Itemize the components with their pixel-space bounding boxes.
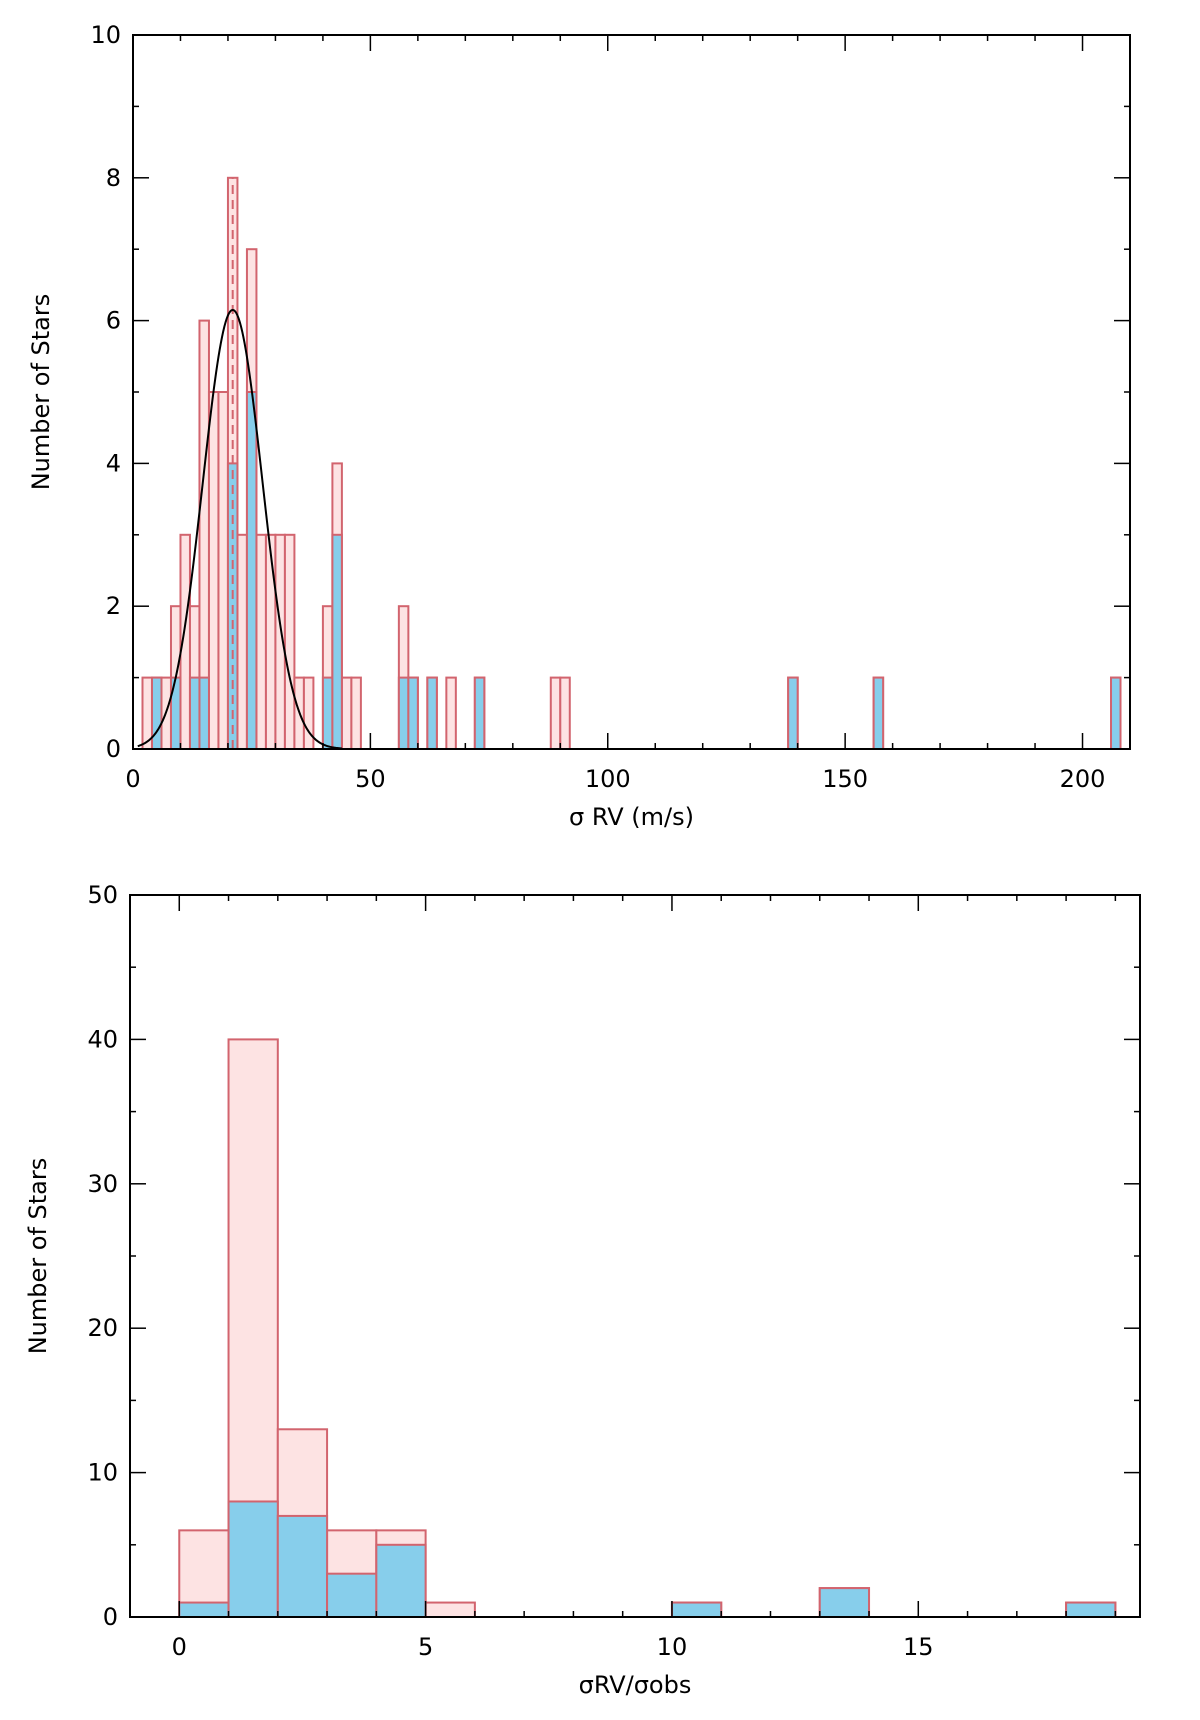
top-bar	[331, 533, 343, 750]
top-bar	[245, 391, 258, 750]
top-x-tick-label: 200	[1060, 765, 1106, 793]
bottom-x-axis-title: σRV/σobs	[579, 1671, 692, 1699]
top-bar	[1110, 676, 1122, 750]
bottom-bar	[276, 1514, 329, 1619]
top-y-tick-label: 4	[106, 449, 121, 477]
top-gaussian-fit-curve	[137, 308, 342, 750]
top-bar	[407, 676, 419, 750]
top-bar	[350, 676, 362, 750]
bottom-bar	[227, 1500, 279, 1618]
top-bar	[787, 676, 799, 750]
top-bar	[302, 676, 315, 750]
top-x-tick-label: 50	[355, 765, 386, 793]
top-series-all-stars	[141, 176, 1122, 751]
bottom-series-subset	[178, 1500, 1117, 1619]
top-y-tick-label: 6	[106, 307, 121, 335]
top-x-axis-title: σ RV (m/s)	[569, 803, 694, 831]
top-y-tick-label: 2	[106, 592, 121, 620]
top-x-tick-label: 150	[822, 765, 868, 793]
bottom-y-axis-title: Number of Stars	[24, 1158, 52, 1355]
top-y-tick-label: 10	[90, 21, 121, 49]
top-bar	[236, 533, 248, 750]
top-bar	[264, 533, 277, 750]
bottom-y-tick-label: 40	[87, 1025, 118, 1053]
top-y-tick-label: 0	[106, 735, 121, 763]
top-y-axis-title: Number of Stars	[27, 294, 55, 491]
bottom-y-tick-label: 20	[87, 1314, 118, 1342]
top-bar	[321, 676, 334, 750]
bottom-x-tick-label: 10	[657, 1633, 688, 1661]
bottom-bar	[178, 1601, 230, 1619]
bottom-y-tick-label: 30	[87, 1170, 118, 1198]
bottom-ticks	[129, 894, 1140, 1618]
top-bar	[340, 676, 353, 750]
bottom-y-tick-label: 0	[103, 1603, 118, 1631]
bottom-y-tick-label: 50	[87, 881, 118, 909]
top-bar	[188, 676, 201, 750]
top-bar	[283, 533, 296, 750]
top-bar	[426, 676, 438, 750]
top-bar	[217, 391, 229, 750]
bottom-bar	[1065, 1601, 1117, 1619]
bottom-x-tick-label: 15	[903, 1633, 934, 1661]
top-bar	[198, 676, 210, 750]
bottom-bar	[818, 1587, 871, 1618]
bottom-bar	[326, 1572, 378, 1619]
top-bar	[445, 676, 457, 750]
top-bar	[872, 676, 885, 750]
top-bar	[549, 676, 562, 750]
bottom-bar	[375, 1543, 427, 1619]
histogram-sigma-rv: 0 50 100 150 200 0 2 4 6 8 10 σ RV (m/s) Number of S…	[27, 21, 1131, 831]
top-x-tick-label: 0	[125, 765, 140, 793]
histogram-sigma-ratio: 0 5 10 15 0 10 20 30 40 50 σRV/σobs Number of Stars	[24, 881, 1141, 1699]
bottom-bar	[424, 1601, 476, 1619]
top-bar	[255, 533, 267, 750]
bottom-x-tick-label: 5	[418, 1633, 433, 1661]
top-y-tick-label: 8	[106, 164, 121, 192]
top-bar	[397, 676, 410, 750]
top-bar	[473, 676, 486, 750]
bottom-x-tick-label: 0	[172, 1633, 187, 1661]
top-x-tick-label: 100	[585, 765, 631, 793]
bottom-bar	[670, 1601, 723, 1619]
top-bar	[150, 676, 163, 750]
top-ticks	[132, 34, 1131, 750]
top-bar	[559, 676, 571, 750]
top-bar	[207, 391, 220, 750]
bottom-y-tick-label: 10	[87, 1459, 118, 1487]
